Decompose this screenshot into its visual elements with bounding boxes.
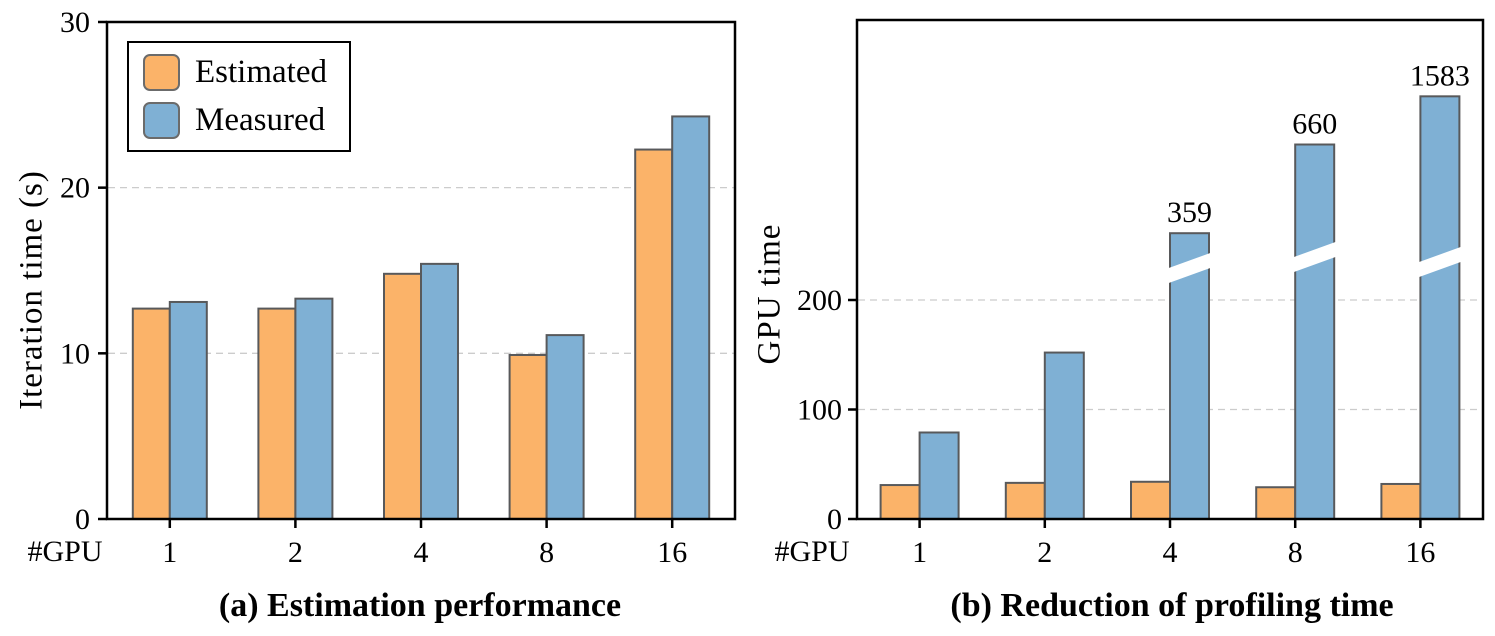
- bar-estimated-8gpu: [1255, 486, 1297, 520]
- legend-label-estimated: Estimated: [195, 54, 327, 90]
- caption-b: (b) Reduction of profiling time: [950, 587, 1394, 624]
- bar-measured-1gpu: [168, 300, 208, 520]
- bar-estimated-8gpu: [508, 353, 548, 520]
- bar-estimated-1gpu: [879, 484, 921, 520]
- caption-a: (a) Estimation performance: [218, 587, 622, 624]
- axis-break-mark-16gpu: [1416, 246, 1464, 278]
- bar-estimated-16gpu: [634, 148, 674, 520]
- axis-break-mark-4gpu: [1166, 252, 1213, 284]
- x-axis-label-a: #GPU: [27, 535, 103, 568]
- legend-label-measured: Measured: [195, 102, 326, 138]
- y-tick-label-20: 20: [60, 172, 90, 205]
- bar-estimated-16gpu: [1380, 482, 1422, 520]
- x-tick-label-1gpu: 1: [162, 536, 177, 569]
- bar-measured-16gpu: [671, 115, 711, 520]
- bar-measured-16gpu: [1419, 95, 1461, 521]
- bar-estimated-2gpu: [257, 307, 297, 520]
- y-tick-label-10: 10: [60, 337, 90, 370]
- x-tick-label-4gpu: 4: [1163, 536, 1178, 569]
- x-tick-label-4gpu: 4: [414, 536, 429, 569]
- bar-estimated-4gpu: [383, 272, 422, 521]
- y-tick-label-30: 30: [60, 6, 90, 39]
- legend-swatch-measured: [143, 102, 180, 139]
- x-tick-label-1gpu: 1: [912, 536, 927, 569]
- bar-value-label-16gpu: 1583: [1410, 59, 1470, 92]
- x-tick-label-8gpu: 8: [539, 536, 554, 569]
- y-tick-label-0: 0: [827, 503, 842, 536]
- bar-measured-1gpu: [918, 431, 960, 520]
- bar-estimated-2gpu: [1004, 481, 1046, 520]
- bar-estimated-4gpu: [1130, 480, 1171, 520]
- x-tick-label-2gpu: 2: [1037, 536, 1052, 569]
- y-tick-label-200: 200: [797, 284, 842, 317]
- bar-value-label-8gpu: 660: [1292, 108, 1337, 141]
- x-tick-label-8gpu: 8: [1288, 536, 1303, 569]
- axis-break-mark-8gpu: [1291, 241, 1339, 273]
- x-axis-label-b: #GPU: [774, 535, 850, 568]
- y-axis-label-a: Iteration time (s): [13, 170, 50, 410]
- legend-item-measured: Measured: [143, 102, 327, 139]
- x-tick-label-2gpu: 2: [288, 536, 303, 569]
- legend-item-estimated: Estimated: [143, 54, 327, 91]
- y-tick-label-100: 100: [797, 394, 842, 427]
- y-axis-label-b: GPU time: [751, 223, 788, 365]
- bar-value-label-4gpu: 359: [1167, 196, 1212, 229]
- x-tick-label-16gpu: 16: [657, 536, 687, 569]
- y-tick-label-0: 0: [75, 503, 90, 536]
- bar-measured-4gpu: [1169, 232, 1210, 521]
- bar-measured-2gpu: [1043, 351, 1085, 520]
- bar-measured-4gpu: [420, 262, 459, 520]
- legend: Estimated Measured: [127, 41, 351, 152]
- legend-swatch-estimated: [143, 54, 180, 91]
- bar-measured-2gpu: [294, 297, 334, 520]
- bar-measured-8gpu: [1294, 143, 1336, 520]
- x-tick-label-16gpu: 16: [1405, 536, 1435, 569]
- bar-measured-8gpu: [545, 334, 585, 520]
- bar-estimated-1gpu: [131, 307, 171, 520]
